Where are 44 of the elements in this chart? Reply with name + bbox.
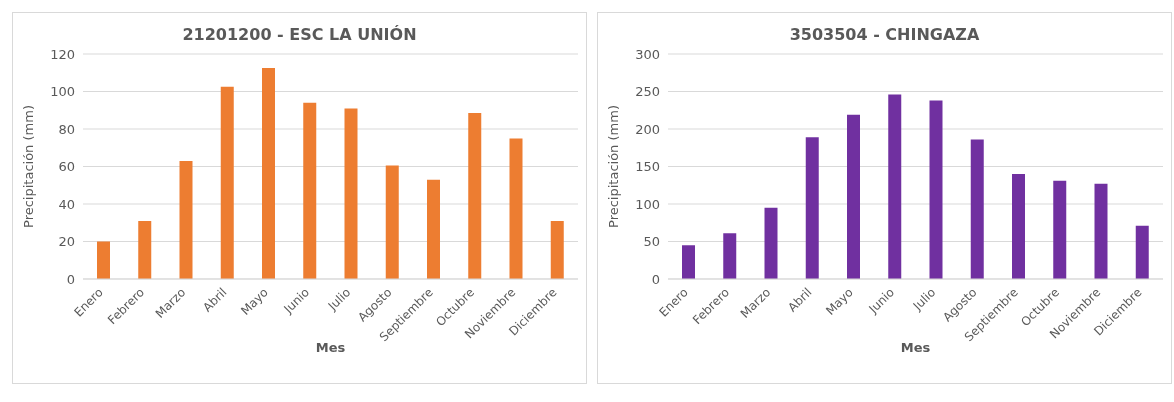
bar [509,138,523,279]
y-tick-label: 60 [58,159,75,175]
bar [1053,180,1067,279]
bar [344,108,358,279]
y-tick-label: 50 [643,234,660,250]
bar [1012,174,1025,279]
bar [468,113,482,279]
bar [179,160,193,279]
bar [385,165,399,279]
bar [1094,183,1108,279]
y-tick-label: 80 [58,121,75,137]
y-tick-label: 100 [50,84,75,100]
x-axis-title: Mes [900,340,931,355]
bar [888,94,902,279]
y-tick-label: 100 [635,196,660,212]
bar [929,100,943,279]
bar [138,220,152,279]
bar [303,102,317,279]
bar [723,233,737,279]
bar [847,114,860,279]
y-tick-label: 0 [66,271,75,287]
bar [550,220,564,279]
y-tick-label: 0 [651,271,660,287]
bar [682,245,695,279]
bar [220,86,234,279]
bar [970,139,984,279]
bar [97,241,110,279]
y-tick-label: 150 [635,159,660,175]
bar [764,207,778,279]
y-tick-label: 250 [635,84,660,100]
bar [262,68,275,279]
y-tick-label: 20 [58,234,75,250]
chart-title: 3503504 - CHINGAZA [788,25,981,44]
bar [805,137,819,279]
y-axis-title: Precipitación (mm) [20,105,36,228]
bar [427,179,440,279]
y-axis-title: Precipitación (mm) [605,105,621,228]
y-tick-label: 300 [635,46,660,62]
y-tick-label: 120 [50,46,75,62]
chart-title: 21201200 - ESC LA UNIÓN [181,25,418,44]
x-axis-title: Mes [315,340,346,355]
y-tick-label: 40 [58,196,75,212]
y-tick-label: 200 [635,121,660,137]
bar [1135,225,1149,279]
